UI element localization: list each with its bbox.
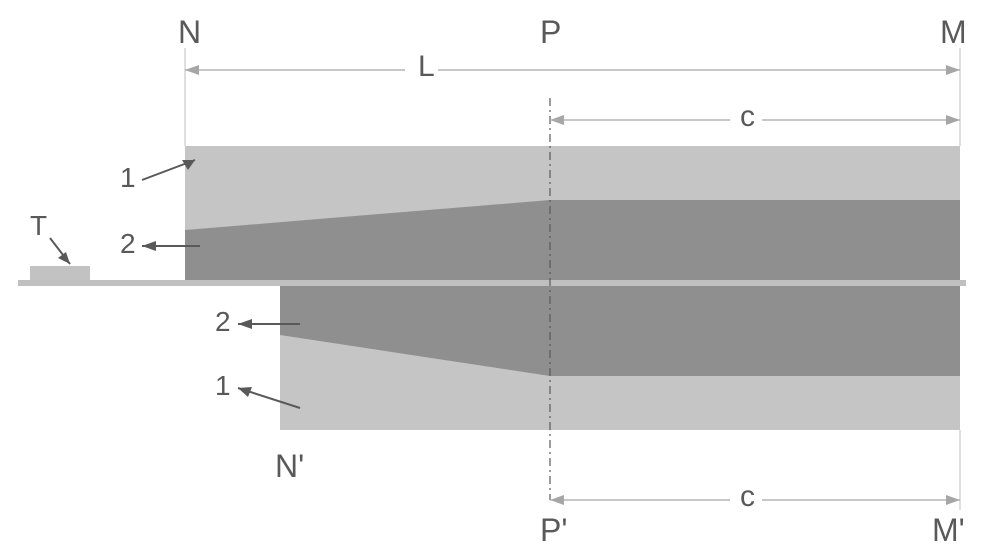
label-P-prime: P' bbox=[540, 512, 567, 549]
label-L: L bbox=[418, 50, 435, 84]
label-2-top: 2 bbox=[120, 228, 136, 260]
label-M: M bbox=[940, 14, 967, 51]
label-1-top: 1 bbox=[120, 162, 136, 194]
label-c-top: c bbox=[740, 100, 755, 134]
label-M-prime: M' bbox=[932, 512, 965, 549]
label-P: P bbox=[540, 14, 561, 51]
label-2-bot: 2 bbox=[215, 306, 231, 338]
label-N: N bbox=[178, 14, 201, 51]
t-block bbox=[30, 266, 90, 280]
label-N-prime: N' bbox=[275, 448, 304, 485]
label-1-bot: 1 bbox=[215, 370, 231, 402]
label-T: T bbox=[30, 210, 47, 242]
label-c-bot: c bbox=[740, 480, 755, 514]
